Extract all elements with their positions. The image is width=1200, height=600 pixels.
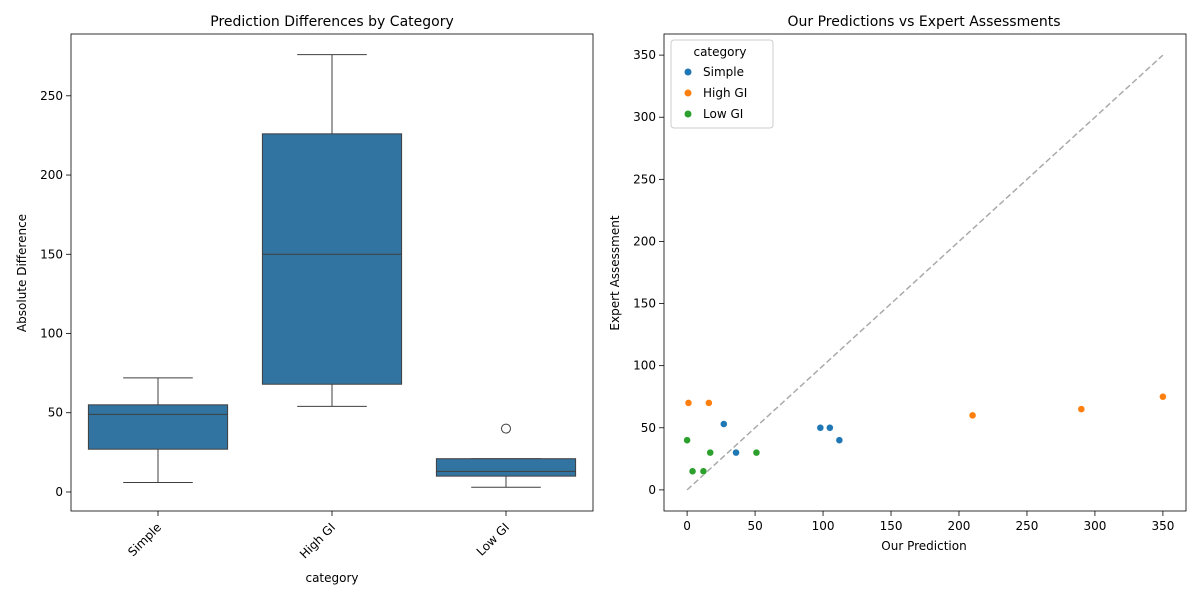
x-tick-label: Low GI (474, 520, 512, 558)
y-tick-label: 250 (633, 172, 656, 186)
boxplot-chart: Prediction Differences by Category 0 50 10… (15, 14, 594, 585)
y-tick-label: 350 (633, 48, 656, 62)
scatter-point-high-gi (1159, 392, 1167, 401)
y-tick-label: 0 (55, 485, 63, 499)
legend-label-simple: Simple (703, 65, 744, 79)
y-tick-label: 200 (633, 234, 656, 248)
plot-frame (70, 33, 594, 512)
box (87, 404, 229, 450)
x-tick-label: 50 (747, 519, 762, 533)
y-tick-label: 100 (40, 327, 63, 341)
scatter-title: Our Predictions vs Expert Assessments (787, 14, 1060, 30)
y-tick-label: 100 (633, 359, 656, 373)
scatter-point-low-gi (752, 448, 761, 457)
y-tick-label: 250 (40, 89, 63, 103)
y-tick-label: 0 (648, 483, 656, 497)
x-tick-label: 200 (948, 519, 971, 533)
boxplot-x-axis-label: category (305, 571, 358, 585)
scatter-point-high-gi (684, 399, 693, 407)
scatter-point-low-gi (699, 467, 708, 475)
legend-marker-low-gi (684, 110, 692, 118)
y-tick-label: 50 (641, 421, 656, 435)
legend-label-low-gi: Low GI (703, 107, 743, 121)
scatter-point-high-gi (705, 399, 713, 407)
legend-label-high-gi: High GI (703, 86, 747, 100)
x-tick-label: 150 (880, 519, 903, 533)
boxplot-y-axis-label: Absolute Difference (15, 214, 29, 332)
scatter-legend: category Simple High GI Low GI (670, 39, 774, 129)
x-tick-label: 300 (1083, 519, 1106, 533)
y-tick-label: 200 (40, 168, 63, 182)
box (435, 458, 577, 477)
scatter-chart: Our Predictions vs Expert Assessments 0 5… (608, 14, 1187, 553)
legend-marker-high-gi (684, 89, 692, 97)
boxplot-plot-area: 0 50 100 150 200 250 Simple High GI Low GI (40, 33, 594, 561)
boxplot-title: Prediction Differences by Category (210, 14, 454, 30)
scatter-point-simple (720, 420, 728, 428)
scatter-point-low-gi (688, 467, 697, 475)
x-tick-label: 0 (683, 519, 691, 533)
scatter-point-simple (826, 424, 834, 432)
x-tick-label: High GI (297, 520, 338, 561)
y-tick-label: 50 (48, 406, 63, 420)
scatter-point-high-gi (1077, 405, 1086, 413)
x-tick-label: 250 (1016, 519, 1039, 533)
scatter-point-simple (835, 436, 844, 444)
scatter-x-axis-label: Our Prediction (881, 539, 966, 553)
y-tick-label: 150 (40, 247, 63, 261)
x-tick-label: 350 (1151, 519, 1174, 533)
scatter-y-axis-label: Expert Assessment (608, 215, 622, 330)
scatter-plot-area: 0 50 100 150 200 250 300 350 0 50 100 150 200 250 300 3… (633, 33, 1187, 533)
scatter-point-simple (816, 424, 825, 432)
y-tick-label: 300 (633, 110, 656, 124)
legend-marker-simple (684, 68, 692, 76)
legend-box (670, 39, 774, 129)
scatter-point-high-gi (968, 411, 977, 420)
box (261, 133, 403, 385)
x-tick-label: Simple (125, 520, 164, 559)
outlier-point (501, 423, 511, 434)
legend-title: category (693, 45, 746, 59)
x-tick-label: 100 (812, 519, 835, 533)
scatter-point-simple (732, 448, 740, 457)
plot-frame (663, 33, 1187, 512)
scatter-point-low-gi (683, 436, 691, 444)
scatter-point-low-gi (706, 448, 714, 457)
y-tick-label: 150 (633, 297, 656, 311)
